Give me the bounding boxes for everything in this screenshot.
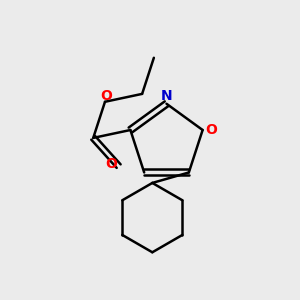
Text: O: O bbox=[101, 89, 112, 103]
Text: O: O bbox=[106, 158, 117, 172]
Text: O: O bbox=[205, 123, 217, 137]
Text: N: N bbox=[161, 88, 172, 103]
